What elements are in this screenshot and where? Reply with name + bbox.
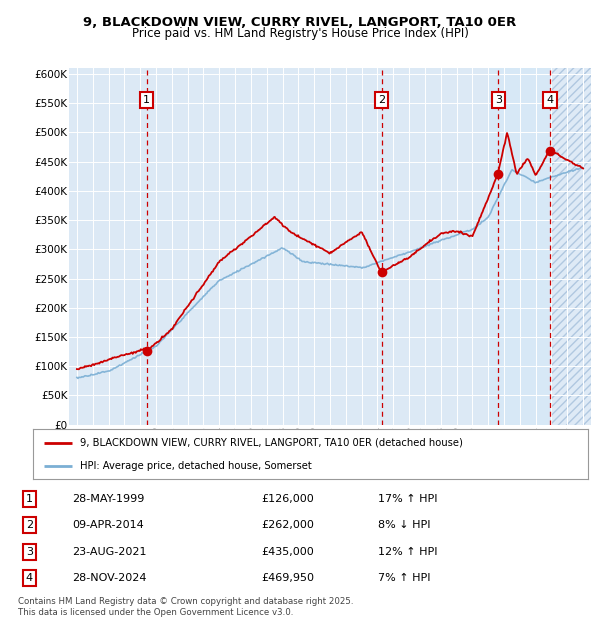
Text: 7% ↑ HPI: 7% ↑ HPI <box>378 573 430 583</box>
Text: 12% ↑ HPI: 12% ↑ HPI <box>378 547 437 557</box>
Text: £435,000: £435,000 <box>262 547 314 557</box>
Text: 4: 4 <box>547 95 554 105</box>
Text: 09-APR-2014: 09-APR-2014 <box>73 520 145 530</box>
Text: £126,000: £126,000 <box>262 494 314 504</box>
Text: 9, BLACKDOWN VIEW, CURRY RIVEL, LANGPORT, TA10 0ER (detached house): 9, BLACKDOWN VIEW, CURRY RIVEL, LANGPORT… <box>80 438 463 448</box>
Text: 1: 1 <box>143 95 150 105</box>
Text: Price paid vs. HM Land Registry's House Price Index (HPI): Price paid vs. HM Land Registry's House … <box>131 27 469 40</box>
Text: 28-MAY-1999: 28-MAY-1999 <box>73 494 145 504</box>
Text: £469,950: £469,950 <box>262 573 314 583</box>
Text: 17% ↑ HPI: 17% ↑ HPI <box>378 494 437 504</box>
Text: 1: 1 <box>26 494 33 504</box>
Text: 3: 3 <box>26 547 33 557</box>
Text: 4: 4 <box>26 573 33 583</box>
Bar <box>551 68 599 425</box>
Bar <box>488 68 551 425</box>
Text: 23-AUG-2021: 23-AUG-2021 <box>73 547 147 557</box>
Text: 2: 2 <box>26 520 33 530</box>
Text: Contains HM Land Registry data © Crown copyright and database right 2025.
This d: Contains HM Land Registry data © Crown c… <box>18 598 353 617</box>
Text: 8% ↓ HPI: 8% ↓ HPI <box>378 520 430 530</box>
Text: 28-NOV-2024: 28-NOV-2024 <box>73 573 147 583</box>
Text: HPI: Average price, detached house, Somerset: HPI: Average price, detached house, Some… <box>80 461 312 471</box>
Text: 2: 2 <box>378 95 385 105</box>
Text: 9, BLACKDOWN VIEW, CURRY RIVEL, LANGPORT, TA10 0ER: 9, BLACKDOWN VIEW, CURRY RIVEL, LANGPORT… <box>83 16 517 29</box>
Text: 3: 3 <box>495 95 502 105</box>
Text: £262,000: £262,000 <box>262 520 314 530</box>
Bar <box>551 68 599 425</box>
